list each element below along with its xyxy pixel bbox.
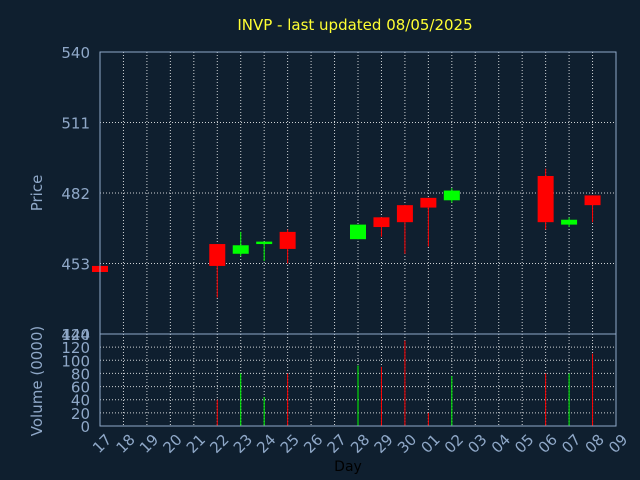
day-tick-label: 01 [417,431,443,457]
day-tick-label: 23 [230,431,256,457]
day-tick-label: 07 [558,431,584,457]
price-tick-labels: 424 453 482 511 540 [61,44,90,344]
day-tick-labels: 1718192021222324252627282930010203040506… [89,431,631,457]
volume-tick-label: 20 [71,405,90,423]
day-tick-label: 06 [535,431,561,457]
day-tick-label: 03 [464,431,490,457]
day-tick-label: 24 [253,431,279,457]
candle-body [256,241,273,245]
volume-tick-label: 40 [71,392,90,410]
day-tick-label: 04 [488,431,514,457]
day-tick-label: 18 [113,431,139,457]
day-tick-label: 09 [605,431,631,457]
candle-body [209,244,226,266]
candle-body [396,205,413,223]
candle-body [420,197,437,208]
price-tick-label: 540 [61,44,90,62]
candle-body [561,219,578,225]
day-tick-label: 22 [206,431,232,457]
day-tick-label: 17 [89,431,115,457]
candle-body [232,245,249,254]
day-tick-label: 05 [511,431,537,457]
volume-tick-label: 120 [61,339,90,357]
day-tick-label: 08 [582,431,608,457]
volume-panel-frame [99,333,617,427]
day-tick-label: 19 [136,431,162,457]
candle-body [584,195,601,206]
volume-tick-label: 0 [80,418,90,436]
day-tick-label: 02 [441,431,467,457]
day-tick-label: 20 [159,431,185,457]
day-tick-label: 27 [324,431,350,457]
volume-tick-label: 100 [61,352,90,370]
day-tick-label: 29 [371,431,397,457]
price-tick-label: 511 [61,115,90,133]
candle-body [279,231,296,249]
candle-body [443,190,460,201]
candles-group [92,168,601,298]
price-tick-label: 453 [61,256,90,274]
candle-body [373,217,390,228]
day-tick-label: 28 [347,431,373,457]
day-tick-label: 21 [183,431,209,457]
x-axis-title: Day [334,459,362,475]
day-tick-label: 25 [277,431,303,457]
price-tick-label: 424 [61,326,90,344]
price-axis-title: Price [28,175,46,212]
volume-tick-label: 140 [61,326,90,344]
price-tick-label: 482 [61,185,90,203]
volume-tick-label: 60 [71,379,90,397]
day-tick-label: 30 [394,431,420,457]
volume-tick-label: 80 [71,365,90,383]
candle-body [537,175,554,223]
volume-axis-title: Volume (0000) [28,326,46,436]
candle-body [350,224,366,240]
volume-bars-group [216,340,594,426]
chart-title: INVP - last updated 08/05/2025 [237,16,472,34]
day-tick-label: 26 [300,431,326,457]
